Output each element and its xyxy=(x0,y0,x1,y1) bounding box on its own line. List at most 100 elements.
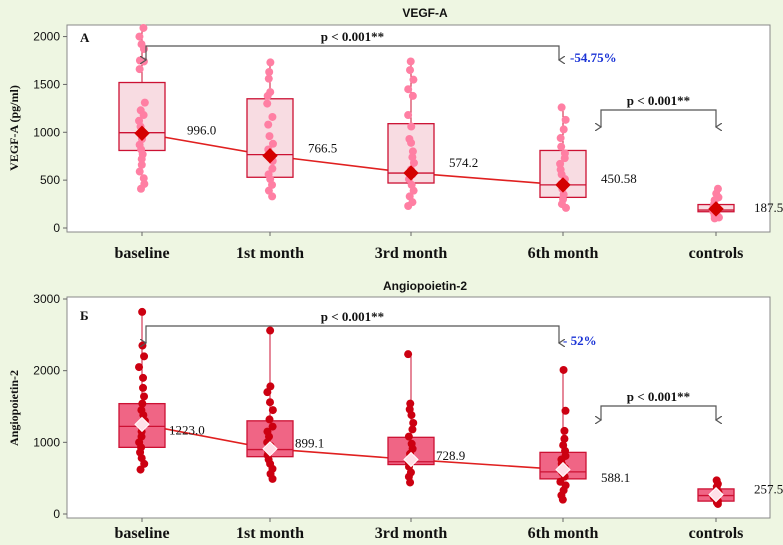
trend-polyline xyxy=(141,132,564,186)
data-point xyxy=(408,425,417,434)
data-point xyxy=(138,307,147,316)
trend-line xyxy=(141,423,564,471)
data-point xyxy=(268,406,277,415)
median-label: 574.2 xyxy=(449,155,478,170)
data-point xyxy=(268,192,277,201)
data-point xyxy=(268,422,277,431)
data-point xyxy=(556,159,565,168)
data-point xyxy=(407,122,416,131)
data-point xyxy=(409,158,418,167)
y-tick-label: 1500 xyxy=(33,77,60,91)
data-point xyxy=(139,174,148,183)
data-point xyxy=(404,201,413,210)
data-point xyxy=(561,115,570,124)
comparison-label: p < 0.001** xyxy=(627,389,690,404)
data-point xyxy=(137,160,146,169)
points xyxy=(135,307,723,508)
data-point xyxy=(135,363,144,372)
median-label: 257.5 xyxy=(754,482,783,497)
data-point xyxy=(138,399,147,408)
data-point xyxy=(560,154,569,163)
mean-marker xyxy=(555,177,571,193)
data-point xyxy=(139,111,148,120)
y-tick-label: 3000 xyxy=(33,292,60,306)
data-point xyxy=(139,373,148,382)
data-point xyxy=(406,66,415,75)
data-point xyxy=(264,74,273,83)
x-ticks: baseline 1st month 3rd month 6th month contr… xyxy=(114,518,743,542)
y-ticks: 0 500 1000 1500 2000 xyxy=(33,30,67,235)
data-point xyxy=(408,91,417,100)
median-label: 1223.0 xyxy=(169,422,205,437)
x-tick-label: baseline xyxy=(114,525,169,542)
data-point xyxy=(268,139,277,148)
data-point xyxy=(560,426,569,435)
x-tick-label: 3rd month xyxy=(375,245,448,262)
data-point xyxy=(135,167,144,176)
y-tick-label: 0 xyxy=(53,507,60,521)
x-tick-label: 1st month xyxy=(236,525,304,542)
y-tick-label: 0 xyxy=(53,221,60,235)
x-tick-label: controls xyxy=(689,525,744,542)
y-tick-label: 500 xyxy=(40,173,60,187)
mean-marker xyxy=(262,441,278,457)
plot-area xyxy=(66,296,771,519)
x-tick-label: 6th month xyxy=(528,245,599,262)
mean-marker xyxy=(403,165,419,181)
data-point xyxy=(406,57,415,66)
data-point xyxy=(404,432,413,441)
data-point xyxy=(558,495,567,504)
data-point xyxy=(137,155,146,164)
data-point xyxy=(560,434,569,443)
data-point xyxy=(135,32,144,41)
data-point xyxy=(263,91,272,100)
mean-marker xyxy=(403,451,419,468)
data-point xyxy=(140,98,149,107)
data-point xyxy=(559,125,568,134)
vegf-panel: VEGF-A A VEGF-A (pg/ml) 0 500 1000 1500 2000… xyxy=(7,6,783,262)
mean-marker xyxy=(134,416,150,433)
data-point xyxy=(138,341,147,350)
data-point xyxy=(263,99,272,108)
comparisons: p < 0.001** p < 0.001** xyxy=(146,29,716,127)
panel-letter: A xyxy=(80,30,90,45)
data-point xyxy=(407,138,416,147)
data-point xyxy=(404,350,413,359)
data-point xyxy=(140,459,149,468)
data-point xyxy=(139,383,148,392)
x-tick-label: controls xyxy=(689,245,744,262)
data-point xyxy=(268,112,277,121)
data-point xyxy=(136,184,145,193)
comparison-bracket xyxy=(146,45,559,60)
comparison-label: p < 0.001** xyxy=(321,29,384,44)
data-point xyxy=(140,392,149,401)
data-point xyxy=(409,75,418,84)
data-point xyxy=(557,103,566,112)
change-label: - 52% xyxy=(563,333,597,348)
trend-polyline xyxy=(141,423,564,471)
median-label: 766.5 xyxy=(308,141,337,156)
data-point xyxy=(407,411,416,420)
data-point xyxy=(409,186,418,195)
data-point xyxy=(135,65,144,74)
median-label: 450.58 xyxy=(601,171,637,186)
panel-title: Angiopoietin-2 xyxy=(383,279,467,293)
panel-letter: Б xyxy=(80,308,89,323)
panel-title: VEGF-A xyxy=(402,6,448,20)
data-point xyxy=(404,111,413,120)
angiopoietin-panel: Angiopoietin-2 Б Angiopoietin-2 0 1000 200… xyxy=(7,279,783,542)
y-tick-label: 2000 xyxy=(33,30,60,44)
comparison-bracket xyxy=(601,109,716,127)
data-point xyxy=(406,399,415,408)
data-point xyxy=(561,203,570,212)
x-tick-label: 1st month xyxy=(236,245,304,262)
data-point xyxy=(265,132,274,141)
median-label: 728.9 xyxy=(436,448,465,463)
data-point xyxy=(265,415,274,424)
data-point xyxy=(136,465,145,474)
comparison-bracket xyxy=(601,405,716,420)
y-axis-label: Angiopoietin-2 xyxy=(7,370,21,446)
data-point xyxy=(556,134,565,143)
median-label: 588.1 xyxy=(601,470,630,485)
